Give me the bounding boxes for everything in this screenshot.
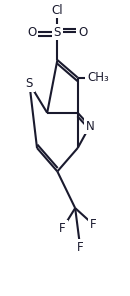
Text: CH₃: CH₃: [87, 71, 109, 84]
Text: F: F: [77, 241, 84, 254]
Text: Cl: Cl: [52, 4, 63, 17]
Text: S: S: [54, 26, 61, 39]
Text: F: F: [90, 218, 96, 231]
Text: S: S: [26, 77, 33, 90]
Text: O: O: [78, 26, 87, 39]
Text: N: N: [85, 120, 94, 133]
Text: O: O: [27, 26, 37, 39]
Text: F: F: [59, 222, 66, 235]
